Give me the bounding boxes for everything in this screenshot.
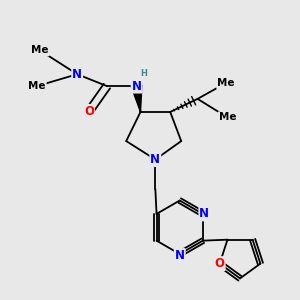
Text: H: H — [141, 69, 148, 78]
Text: O: O — [84, 105, 94, 118]
Text: Me: Me — [218, 112, 236, 122]
Text: N: N — [150, 153, 160, 166]
Text: Me: Me — [217, 78, 235, 88]
Polygon shape — [131, 85, 142, 112]
Text: N: N — [132, 80, 142, 93]
Text: N: N — [72, 68, 82, 81]
Text: N: N — [200, 207, 209, 220]
Text: Me: Me — [31, 45, 49, 56]
Text: O: O — [215, 257, 225, 270]
Text: N: N — [175, 249, 185, 262]
Text: Me: Me — [28, 81, 46, 91]
